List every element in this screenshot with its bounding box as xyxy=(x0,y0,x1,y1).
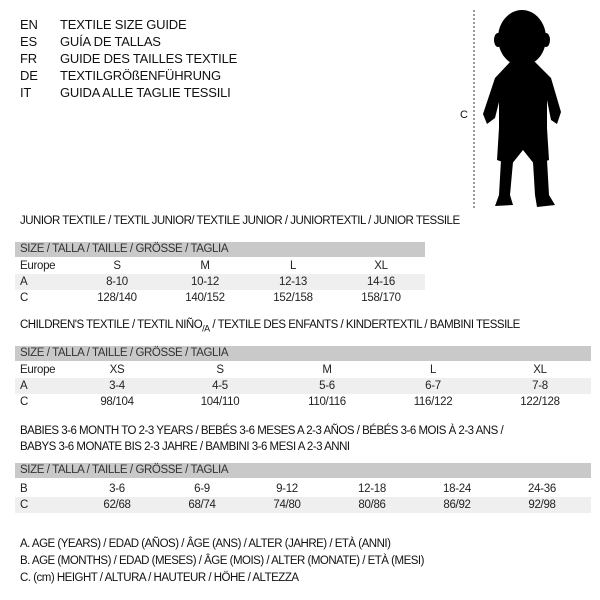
table-cell: M xyxy=(322,364,332,376)
table-cell: 9-12 xyxy=(276,483,298,495)
row-label: C xyxy=(20,499,29,511)
table-cell: 140/152 xyxy=(185,292,225,304)
table-row: A 3-4 4-5 5-6 6-7 7-8 xyxy=(15,378,591,394)
table-cell: 110/116 xyxy=(308,396,346,408)
table-cell: 6-9 xyxy=(194,483,210,495)
table-cell: L xyxy=(289,260,297,272)
title-rest: / TEXTILE DES ENFANTS / KINDERTEXTIL / B… xyxy=(209,319,520,331)
language-title: TEXTILGRÖßENFÜHRUNG xyxy=(60,68,221,83)
child-silhouette-figure xyxy=(473,10,561,210)
table-cell: 68/74 xyxy=(188,499,216,511)
row-label: C xyxy=(20,396,29,408)
language-title: TEXTILE SIZE GUIDE xyxy=(60,17,187,32)
language-code: EN xyxy=(20,17,38,32)
language-title: GUÍA DE TALLAS xyxy=(60,34,161,49)
table-row: Europe S M L XL xyxy=(15,258,425,274)
size-header-bar: SIZE / TALLA / TAILLE / GRÖSSE / TAGLIA xyxy=(15,346,591,361)
table-row: B 3-6 6-9 9-12 12-18 18-24 24-36 xyxy=(15,481,591,497)
table-cell: 104/110 xyxy=(200,396,240,408)
table-cell: XL xyxy=(374,260,388,272)
row-label: B xyxy=(20,483,28,495)
table-cell: 74/80 xyxy=(273,499,301,511)
legend-a: A. AGE (YEARS) / EDAD (AÑOS) / ÂGE (ANS)… xyxy=(20,538,391,550)
table-cell: 12-18 xyxy=(358,483,386,495)
table-row: C 62/68 68/74 74/80 80/86 86/92 92/98 xyxy=(15,497,591,513)
junior-textile-title: JUNIOR TEXTILE / TEXTIL JUNIOR/ TEXTILE … xyxy=(20,215,460,227)
babies-title-line1: BABIES 3-6 MONTH TO 2-3 YEARS / BEBÉS 3-… xyxy=(20,425,504,437)
table-cell: 152/158 xyxy=(273,292,313,304)
table-cell: 98/104 xyxy=(100,396,134,408)
table-cell: S xyxy=(216,364,224,376)
table-cell: S xyxy=(113,260,121,272)
row-label: A xyxy=(20,380,28,392)
table-cell: 4-5 xyxy=(212,380,228,392)
row-label: A xyxy=(20,276,28,288)
table-cell: 5-6 xyxy=(319,380,335,392)
row-label: C xyxy=(20,292,29,304)
table-cell: 116/122 xyxy=(413,396,453,408)
table-row: C 98/104 104/110 110/116 116/122 122/128 xyxy=(15,394,591,410)
language-code: DE xyxy=(20,68,38,83)
table-cell: XS xyxy=(109,364,125,376)
language-code: ES xyxy=(20,34,37,49)
size-header-bar: SIZE / TALLA / TAILLE / GRÖSSE / TAGLIA xyxy=(15,463,591,478)
size-header: SIZE / TALLA / TAILLE / GRÖSSE / TAGLIA xyxy=(20,347,229,359)
table-cell: 86/92 xyxy=(443,499,471,511)
legend-b: B. AGE (MONTHS) / EDAD (MESES) / ÂGE (MO… xyxy=(20,555,424,567)
childrens-textile-title: CHILDREN'S TEXTILE / TEXTIL NIÑO/A / TEX… xyxy=(20,319,520,333)
table-cell: 7-8 xyxy=(532,380,548,392)
table-cell: 62/68 xyxy=(103,499,131,511)
table-cell: 24-36 xyxy=(528,483,556,495)
language-code: FR xyxy=(20,51,37,66)
table-cell: 128/140 xyxy=(97,292,137,304)
table-cell: 18-24 xyxy=(443,483,471,495)
legend-c: C. (cm) HEIGHT / ALTURA / HAUTEUR / HÖHE… xyxy=(20,572,299,584)
table-cell: 80/86 xyxy=(358,499,386,511)
table-cell: XL xyxy=(533,364,547,376)
table-cell: 14-16 xyxy=(367,276,395,288)
table-row: A 8-10 10-12 12-13 14-16 xyxy=(15,274,425,290)
size-header: SIZE / TALLA / TAILLE / GRÖSSE / TAGLIA xyxy=(20,243,229,255)
row-label: Europe xyxy=(20,260,56,272)
table-cell: 3-4 xyxy=(109,380,125,392)
babies-title-line2: BABYS 3-6 MONATE BIS 2-3 JAHRE / BAMBINI… xyxy=(20,441,350,453)
language-title: GUIDA ALLE TAGLIE TESSILI xyxy=(60,85,231,100)
table-row: C 128/140 140/152 152/158 158/170 xyxy=(15,290,425,306)
table-cell: M xyxy=(200,260,210,272)
row-label: Europe xyxy=(20,364,56,376)
size-header-bar: SIZE / TALLA / TAILLE / GRÖSSE / TAGLIA xyxy=(15,242,425,257)
table-cell: 6-7 xyxy=(425,380,441,392)
height-label: C xyxy=(460,109,468,121)
table-cell: 8-10 xyxy=(106,276,128,288)
title-main: CHILDREN'S TEXTILE / TEXTIL NIÑO xyxy=(20,319,203,331)
size-header: SIZE / TALLA / TAILLE / GRÖSSE / TAGLIA xyxy=(20,464,229,476)
language-code: IT xyxy=(20,85,32,100)
language-title: GUIDE DES TAILLES TEXTILE xyxy=(60,51,238,66)
table-cell: 122/128 xyxy=(520,396,560,408)
table-cell: 3-6 xyxy=(109,483,125,495)
table-cell: L xyxy=(429,364,437,376)
table-cell: 92/98 xyxy=(528,499,556,511)
table-cell: 12-13 xyxy=(279,276,307,288)
title-sub: /A xyxy=(202,323,210,334)
table-cell: 10-12 xyxy=(191,276,219,288)
table-cell: 158/170 xyxy=(361,292,401,304)
table-row: Europe XS S M L XL xyxy=(15,362,591,378)
